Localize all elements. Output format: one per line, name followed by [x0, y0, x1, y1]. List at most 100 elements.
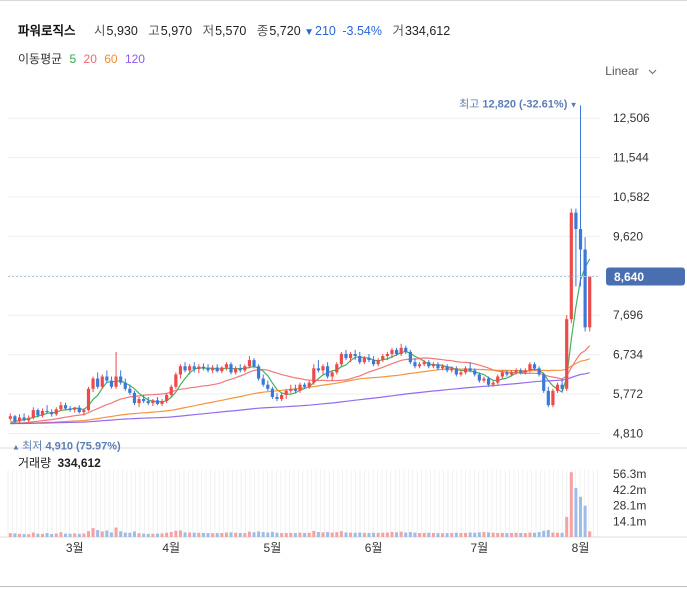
candle-body [229, 364, 233, 373]
candle-body [555, 384, 560, 391]
volume-bar [404, 532, 408, 537]
volume-bar [220, 532, 224, 537]
candle-body [211, 367, 215, 371]
volume-bar [8, 533, 12, 537]
volume-bar [335, 532, 339, 537]
volume-bar [54, 533, 58, 537]
candles [8, 105, 592, 424]
volume-bar [542, 530, 546, 537]
volume-bar [477, 532, 481, 537]
scale-selector[interactable]: Linear [605, 64, 657, 78]
volume-bar [316, 531, 320, 537]
candle-body [358, 356, 362, 363]
price-tick-label: 7,696 [613, 308, 643, 322]
candle-body [54, 409, 58, 415]
current-price-label: 8,640 [614, 270, 644, 284]
volume-bar [27, 534, 31, 537]
candle-body [325, 366, 330, 377]
ma-120-label: 120 [124, 52, 145, 66]
candle-body [257, 366, 261, 379]
candle-body [206, 368, 210, 371]
ma-60-label: 60 [104, 52, 118, 66]
candle-body [348, 353, 353, 359]
volume-bar [252, 532, 256, 537]
volume-bar [280, 533, 284, 537]
volume-bar [339, 531, 343, 537]
candle-body [302, 384, 307, 387]
volume-bar [192, 532, 196, 537]
volume-bar [551, 532, 555, 537]
moving-average-label: 이동평균 [18, 52, 63, 66]
volume-bar [105, 530, 109, 537]
volume-bar [537, 532, 541, 537]
candle-body [174, 374, 178, 387]
candle-body [537, 368, 541, 375]
volume-bar [491, 532, 495, 537]
volume-bar [211, 533, 215, 537]
volume-bar [459, 533, 463, 537]
candle-body [160, 401, 164, 404]
volume-bar [224, 532, 228, 537]
candle-body [13, 416, 17, 422]
volume-bar [312, 530, 316, 537]
candle-body [68, 408, 72, 410]
candle-body [8, 416, 12, 419]
candle-body [578, 229, 583, 250]
volume-bar [496, 532, 500, 537]
volume-bar [514, 532, 518, 537]
candle-body [330, 372, 334, 377]
volume-bar [68, 533, 72, 537]
volume-bars [8, 472, 592, 537]
chevron-down-icon [648, 64, 657, 78]
candle-body [215, 367, 219, 372]
volume-bar [155, 533, 159, 537]
volume-bar [100, 531, 104, 537]
volume-bar [289, 532, 293, 537]
max-value: 12,820 (-32.61%) [482, 98, 567, 110]
candle-body [491, 382, 495, 385]
candle-body [151, 400, 155, 404]
ma-20-label: 20 [83, 52, 97, 66]
candle-body [169, 386, 173, 395]
volume-bar [385, 532, 389, 537]
candle-body [142, 399, 146, 402]
candle-body [417, 364, 422, 367]
volume-tick-label: 14.1m [613, 514, 646, 528]
volume-bar [73, 533, 77, 537]
volume-bar [132, 531, 136, 537]
volume-bar [59, 532, 63, 537]
volume-bar [257, 531, 261, 537]
candle-body [427, 362, 431, 367]
candle-body [542, 374, 546, 391]
candle-body [280, 394, 284, 400]
candle-body [565, 319, 569, 389]
candle-body [473, 370, 477, 375]
volume-value: 334,612 [404, 24, 451, 38]
candle-body [82, 410, 86, 413]
price-tick-label: 6,734 [613, 348, 643, 362]
candle-body [91, 378, 95, 389]
candle-body [519, 370, 523, 373]
volume-bar [450, 532, 454, 537]
volume-bar [165, 532, 169, 537]
volume-panel-value: 334,612 [57, 456, 101, 470]
volume-bar [344, 532, 348, 537]
volume-bar [22, 534, 26, 537]
volume-bar [178, 530, 182, 537]
candle-body [509, 372, 514, 375]
month-tick-label: 6월 [365, 541, 383, 555]
volume-bar [427, 532, 431, 537]
candle-body [77, 407, 81, 413]
volume-bar [234, 532, 238, 537]
bottom-border [0, 586, 687, 587]
volume-bar [50, 533, 54, 537]
stock-name: 파워로직스 [18, 24, 76, 38]
volume-bar [215, 533, 219, 537]
high-value: 5,970 [160, 24, 193, 38]
low-value: 5,570 [215, 24, 247, 38]
candle-body [293, 388, 298, 391]
price-tick-label: 12,506 [613, 111, 650, 125]
candle-body [234, 368, 238, 373]
